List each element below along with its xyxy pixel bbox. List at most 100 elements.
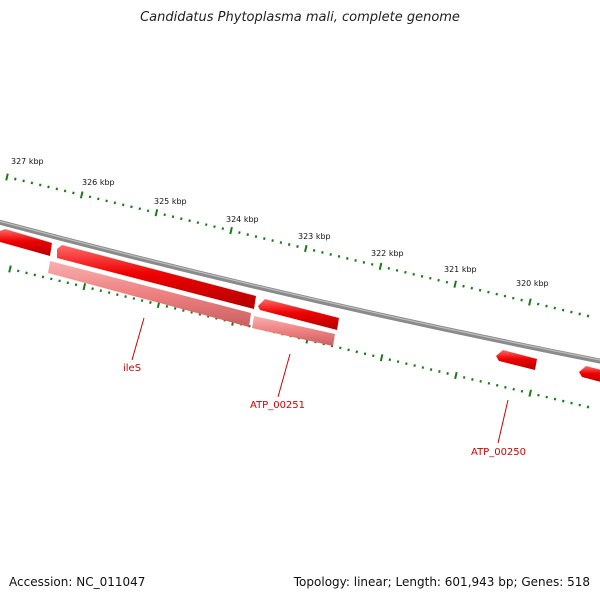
minor-tick	[420, 274, 424, 278]
minor-tick	[113, 201, 117, 205]
minor-tick	[586, 314, 590, 318]
minor-tick	[329, 253, 332, 256]
major-tick	[82, 283, 87, 291]
minor-tick	[537, 393, 540, 397]
major-tick	[528, 389, 532, 397]
upper-tick-track	[5, 173, 590, 318]
minor-tick	[22, 179, 25, 183]
minor-tick	[279, 241, 283, 244]
minor-tick	[512, 387, 515, 391]
minor-tick	[438, 370, 441, 373]
minor-tick	[347, 348, 350, 352]
minor-tick	[246, 233, 249, 237]
kbp-label: 325 kbp	[154, 197, 187, 206]
minor-tick	[47, 185, 50, 189]
minor-tick	[97, 197, 100, 201]
minor-tick	[146, 209, 150, 213]
minor-tick	[363, 352, 367, 356]
gene-arrow[interactable]	[496, 350, 537, 370]
gene-arrow[interactable]	[252, 316, 335, 346]
major-tick	[453, 280, 457, 288]
minor-tick	[387, 266, 391, 270]
gene-label-iles[interactable]: ileS	[123, 363, 141, 374]
forward-genes	[0, 229, 600, 383]
major-tick	[8, 265, 12, 273]
minor-tick	[55, 187, 59, 191]
minor-tick	[354, 258, 357, 262]
minor-tick	[512, 296, 515, 300]
minor-tick	[429, 276, 432, 280]
minor-tick	[388, 358, 392, 362]
minor-tick	[38, 183, 42, 187]
minor-tick	[470, 286, 474, 290]
minor-tick	[17, 269, 20, 273]
minor-tick	[66, 281, 70, 285]
minor-tick	[180, 217, 183, 221]
gene-label-atp-00250[interactable]: ATP_00250	[471, 447, 526, 458]
major-tick	[79, 191, 84, 199]
minor-tick	[14, 177, 17, 181]
minor-tick	[370, 262, 374, 266]
accession-text: Accession: NC_011047	[9, 575, 146, 589]
minor-tick	[495, 383, 499, 387]
minor-tick	[495, 292, 498, 296]
minor-tick	[446, 372, 449, 375]
minor-tick	[462, 376, 466, 379]
minor-tick	[570, 310, 573, 314]
minor-tick	[263, 237, 266, 240]
gene-label-atp-00251[interactable]: ATP_00251	[250, 400, 305, 411]
reverse-genes	[48, 261, 335, 346]
minor-tick	[173, 307, 177, 310]
minor-tick	[107, 291, 111, 295]
major-tick	[454, 371, 458, 380]
minor-tick	[578, 312, 581, 316]
minor-tick	[312, 249, 316, 252]
minor-tick	[213, 225, 216, 229]
gene-arrow[interactable]	[57, 245, 256, 309]
minor-tick	[570, 401, 573, 405]
minor-tick	[372, 354, 375, 358]
minor-tick	[405, 362, 408, 366]
minor-tick	[30, 181, 34, 185]
gene-arrow[interactable]	[0, 229, 52, 256]
major-tick	[5, 173, 9, 181]
minor-tick	[163, 213, 166, 217]
minor-tick	[25, 271, 28, 275]
label-leaders	[131, 317, 509, 444]
minor-tick	[503, 294, 507, 298]
minor-tick	[421, 366, 425, 369]
minor-tick	[171, 215, 175, 219]
major-tick	[379, 354, 384, 362]
minor-tick	[165, 305, 169, 308]
minor-tick	[124, 295, 127, 299]
minor-tick	[404, 270, 407, 274]
minor-tick	[204, 223, 208, 227]
genome-backbone-highlight	[0, 220, 600, 361]
major-tick	[378, 262, 383, 271]
gene-arrow[interactable]	[48, 261, 251, 327]
gene-arrow[interactable]	[258, 299, 339, 330]
minor-tick	[561, 308, 565, 312]
kbp-label: 327 kbp	[11, 157, 44, 166]
minor-tick	[445, 280, 449, 284]
minor-tick	[132, 297, 136, 300]
minor-tick	[254, 235, 258, 238]
major-tick	[229, 226, 233, 235]
minor-tick	[221, 227, 225, 231]
minor-tick	[140, 299, 144, 302]
gene-arrow[interactable]	[579, 366, 600, 383]
minor-tick	[63, 189, 67, 193]
kbp-label: 320 kbp	[516, 279, 549, 288]
minor-tick	[33, 273, 37, 277]
map-title: Candidatus Phytoplasma mali, complete ge…	[140, 10, 460, 25]
minor-tick	[91, 287, 94, 291]
minor-tick	[561, 399, 565, 403]
minor-tick	[130, 205, 133, 209]
kbp-label: 321 kbp	[444, 265, 477, 274]
genome-backbone	[0, 219, 600, 364]
minor-tick	[196, 221, 200, 225]
major-tick	[154, 209, 159, 217]
minor-tick	[88, 195, 92, 199]
minor-tick	[429, 368, 433, 371]
